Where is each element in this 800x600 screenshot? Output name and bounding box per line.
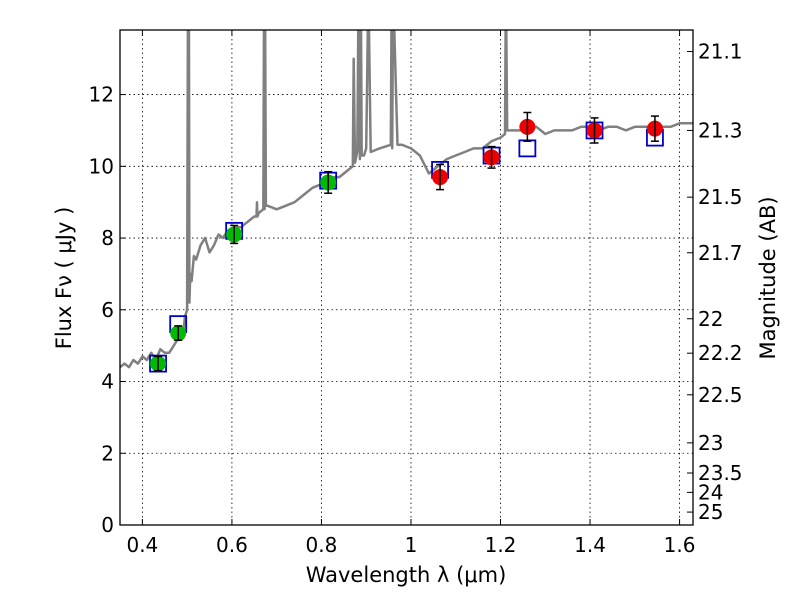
mag-tick-label: 23 (698, 431, 723, 455)
y-tick-label: 4 (101, 370, 114, 394)
mag-tick-label: 24 (698, 480, 723, 504)
x-tick-label: 1 (405, 533, 418, 557)
mag-tick-label: 21.1 (698, 40, 743, 64)
x-tick-label: 1.6 (664, 533, 696, 557)
mag-tick-label: 22.2 (698, 341, 743, 365)
grid-lines (120, 30, 693, 526)
x-tick-label: 0.6 (216, 533, 248, 557)
y-axis-right-label: Magnitude (AB) (756, 196, 780, 359)
x-axis-label: Wavelength λ (μm) (306, 563, 507, 587)
y-axis-label: Flux Fν ( μJy ) (52, 207, 76, 350)
x-tick-label: 1.2 (485, 533, 517, 557)
mag-tick-label: 22 (698, 307, 723, 331)
y-tick-label: 2 (101, 441, 114, 465)
mag-tick-label: 25 (698, 500, 723, 524)
x-tick-label: 1.4 (574, 533, 606, 557)
y-tick-label: 12 (89, 83, 114, 107)
mag-tick-label: 21.3 (698, 118, 743, 142)
x-tick-label: 0.8 (306, 533, 338, 557)
plot-area (120, 30, 693, 373)
axes-frame (119, 29, 694, 526)
y-tick-label: 6 (101, 298, 114, 322)
mag-tick-label: 23.5 (698, 461, 743, 485)
axis-ticks: 0.4 0.6 0.8 1 1.2 1.4 1.602468101221.121.321.5… (89, 30, 743, 557)
mag-tick-label: 21.5 (698, 185, 743, 209)
y-tick-label: 8 (101, 226, 114, 250)
mag-tick-label: 21.7 (698, 241, 743, 265)
y-tick-label: 10 (89, 154, 114, 178)
y-tick-label: 0 (101, 513, 114, 537)
x-tick-label: 0.4 (126, 533, 158, 557)
mag-tick-label: 22.5 (698, 383, 743, 407)
